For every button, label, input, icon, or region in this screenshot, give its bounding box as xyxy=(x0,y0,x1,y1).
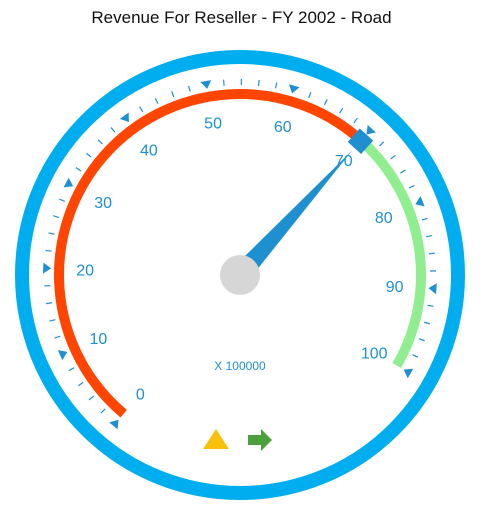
minor-tick xyxy=(353,117,358,124)
major-tick xyxy=(43,262,52,274)
tick-label: 60 xyxy=(274,119,292,136)
minor-tick xyxy=(45,249,52,252)
minor-tick xyxy=(75,167,82,172)
minor-tick xyxy=(97,139,103,145)
tick-label: 80 xyxy=(375,210,393,227)
minor-tick xyxy=(428,252,435,255)
minor-tick xyxy=(68,367,75,372)
major-tick xyxy=(57,350,68,361)
minor-tick xyxy=(339,107,344,114)
gauge-ranges xyxy=(54,89,426,418)
major-tick xyxy=(415,196,425,207)
major-tick xyxy=(366,124,376,135)
tick-label: 10 xyxy=(90,331,108,348)
gauge-needle xyxy=(220,128,374,295)
minor-tick xyxy=(171,91,175,98)
minor-tick xyxy=(427,304,434,307)
indicator-icons xyxy=(203,429,272,451)
minor-tick xyxy=(139,106,144,113)
tick-label: 20 xyxy=(76,263,94,280)
gauge-range-1 xyxy=(357,136,426,368)
gauge-title: Revenue For Reseller - FY 2002 - Road xyxy=(91,8,392,27)
minor-tick xyxy=(154,97,159,104)
gauge-range-0 xyxy=(54,89,365,418)
minor-tick xyxy=(412,354,419,358)
gauge-frame xyxy=(15,50,465,500)
minor-tick xyxy=(52,215,60,219)
minor-tick xyxy=(110,127,116,133)
minor-tick xyxy=(390,154,396,160)
minor-tick xyxy=(54,335,61,339)
major-tick xyxy=(200,80,212,89)
minor-tick xyxy=(86,152,92,158)
minor-tick xyxy=(49,319,56,322)
minor-tick xyxy=(223,79,225,86)
minor-tick xyxy=(308,92,312,99)
major-tick xyxy=(428,283,437,295)
major-tick xyxy=(109,419,119,430)
tick-label: 100 xyxy=(361,346,388,363)
minor-tick xyxy=(379,141,385,147)
major-tick xyxy=(403,368,414,379)
value-marker xyxy=(347,128,374,154)
minor-tick xyxy=(48,232,55,235)
minor-tick xyxy=(400,169,406,174)
minor-tick xyxy=(59,198,66,202)
tick-label: 30 xyxy=(94,195,112,212)
tick-label: 90 xyxy=(386,279,404,296)
minor-tick xyxy=(188,85,191,92)
minor-tick xyxy=(425,235,433,238)
major-tick xyxy=(119,112,129,123)
major-tick xyxy=(288,84,300,94)
minor-tick xyxy=(423,321,430,325)
minor-tick xyxy=(88,395,94,401)
minor-tick xyxy=(408,184,415,189)
major-tick xyxy=(63,177,74,188)
needle-cap xyxy=(220,255,260,295)
minor-tick xyxy=(257,79,260,86)
gauge-ticks xyxy=(43,79,437,430)
unit-label: X 100000 xyxy=(214,359,266,373)
trend-arrow-right-icon xyxy=(248,429,272,451)
needle xyxy=(232,150,353,282)
minor-tick xyxy=(46,302,53,305)
minor-tick xyxy=(418,338,425,342)
minor-tick xyxy=(100,408,106,414)
minor-tick xyxy=(77,381,84,387)
tick-label: 50 xyxy=(204,115,222,132)
tick-label: 0 xyxy=(136,387,145,404)
minor-tick xyxy=(275,82,278,89)
warning-triangle-icon xyxy=(203,429,229,449)
minor-tick xyxy=(323,99,328,106)
tick-label: 40 xyxy=(140,143,158,160)
minor-tick xyxy=(421,217,428,221)
